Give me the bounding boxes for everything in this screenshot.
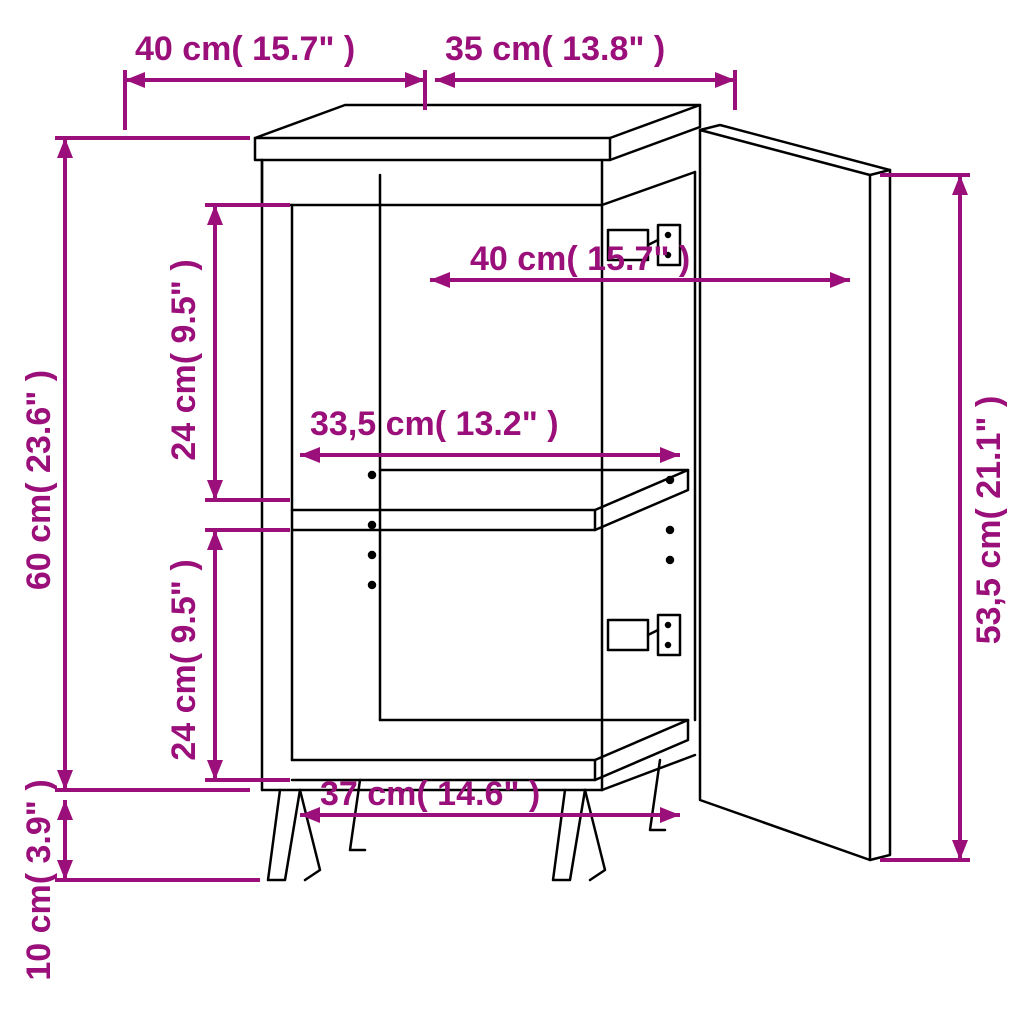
dim-right-door-height: 53,5 cm( 21.1" ) (880, 175, 1008, 860)
dim-left-legs-label: 10 cm( 3.9" ) (20, 779, 58, 980)
dim-right-door-height-label: 53,5 cm( 21.1" ) (970, 396, 1008, 645)
dim-top-depth: 35 cm( 13.8" ) (435, 30, 735, 110)
dim-door-width-label: 40 cm( 15.7" ) (470, 240, 690, 278)
cabinet-drawing (255, 105, 890, 880)
dim-left-legs: 10 cm( 3.9" ) (20, 779, 260, 980)
dim-shelf-depth: 33,5 cm( 13.2" ) (300, 405, 680, 463)
dim-inner-lower-label: 24 cm( 9.5" ) (165, 559, 203, 760)
dim-inner-upper-label: 24 cm( 9.5" ) (165, 259, 203, 460)
dim-left-height-label: 60 cm( 23.6" ) (20, 370, 58, 590)
dim-door-width: 40 cm( 15.7" ) (430, 240, 850, 288)
dim-top-width: 40 cm( 15.7" ) (125, 30, 425, 130)
dim-inner-upper: 24 cm( 9.5" ) (165, 205, 290, 500)
dim-top-width-label: 40 cm( 15.7" ) (135, 30, 355, 68)
dimension-diagram: 40 cm( 15.7" ) 35 cm( 13.8" ) 60 cm( 23.… (0, 0, 1024, 1024)
dim-shelf-depth-label: 33,5 cm( 13.2" ) (310, 405, 559, 443)
dim-inner-lower: 24 cm( 9.5" ) (165, 530, 290, 780)
dim-top-depth-label: 35 cm( 13.8" ) (445, 30, 665, 68)
dim-bottom-width-label: 37 cm( 14.6" ) (320, 775, 540, 813)
